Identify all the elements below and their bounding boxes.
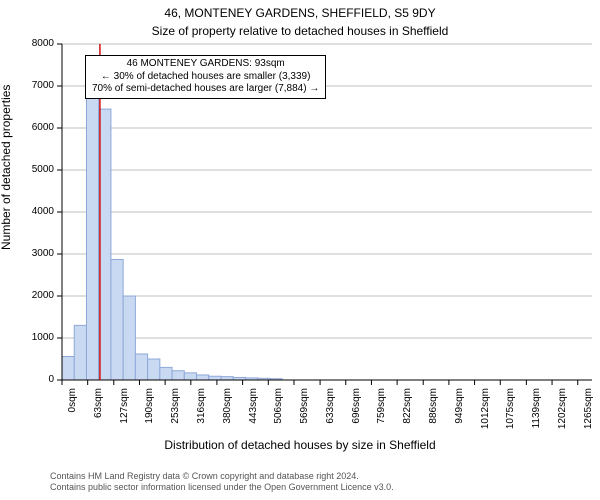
x-tick-label: 633sqm [325,388,336,438]
x-tick-label: 1139sqm [531,388,542,438]
x-tick-label: 1202sqm [557,388,568,438]
x-tick-label: 759sqm [376,388,387,438]
y-tick-label: 5000 [32,164,54,175]
y-tick-label: 1000 [32,332,54,343]
x-tick-label: 949sqm [454,388,465,438]
y-tick-label: 0 [48,374,54,385]
x-tick-label: 63sqm [93,388,104,438]
x-tick-label: 886sqm [428,388,439,438]
x-tick-label: 506sqm [273,388,284,438]
y-tick-label: 8000 [32,38,54,49]
x-axis-title: Distribution of detached houses by size … [0,438,600,452]
x-tick-label: 1012sqm [480,388,491,438]
annotation-callout: 46 MONTENEY GARDENS: 93sqm ← 30% of deta… [85,55,326,99]
x-tick-label: 1075sqm [505,388,516,438]
y-tick-label: 2000 [32,290,54,301]
x-tick-label: 443sqm [248,388,259,438]
x-tick-label: 190sqm [144,388,155,438]
x-tick-label: 380sqm [222,388,233,438]
y-tick-label: 6000 [32,122,54,133]
attribution-line-2: Contains public sector information licen… [50,482,394,494]
attribution-line-1: Contains HM Land Registry data © Crown c… [50,471,394,483]
x-tick-label: 0sqm [67,388,78,438]
x-tick-label: 253sqm [170,388,181,438]
x-tick-label: 316sqm [196,388,207,438]
chart-container: { "title": { "line1": "46, MONTENEY GARD… [0,0,600,500]
x-tick-label: 822sqm [402,388,413,438]
x-tick-label: 127sqm [119,388,130,438]
x-tick-label: 696sqm [351,388,362,438]
y-tick-label: 4000 [32,206,54,217]
callout-line-3: 70% of semi-detached houses are larger (… [92,83,319,96]
y-tick-label: 7000 [32,80,54,91]
attribution-text: Contains HM Land Registry data © Crown c… [50,471,394,494]
callout-line-1: 46 MONTENEY GARDENS: 93sqm [92,58,319,71]
x-tick-label: 569sqm [299,388,310,438]
callout-line-2: ← 30% of detached houses are smaller (3,… [92,71,319,84]
y-tick-label: 3000 [32,248,54,259]
x-tick-label: 1265sqm [583,388,594,438]
